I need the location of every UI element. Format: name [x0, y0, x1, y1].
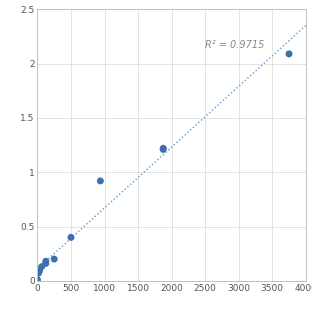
Point: [98, 178, 103, 183]
Point: [43, 261, 48, 266]
Point: [161, 146, 166, 151]
Point: [68, 235, 73, 240]
Point: [52, 256, 57, 261]
Point: [35, 277, 40, 282]
Text: R² = 0.9715: R² = 0.9715: [205, 40, 265, 50]
Point: [43, 259, 48, 264]
Point: [286, 51, 291, 56]
Point: [161, 147, 166, 152]
Point: [39, 264, 44, 269]
Point: [36, 271, 41, 276]
Point: [37, 269, 42, 274]
